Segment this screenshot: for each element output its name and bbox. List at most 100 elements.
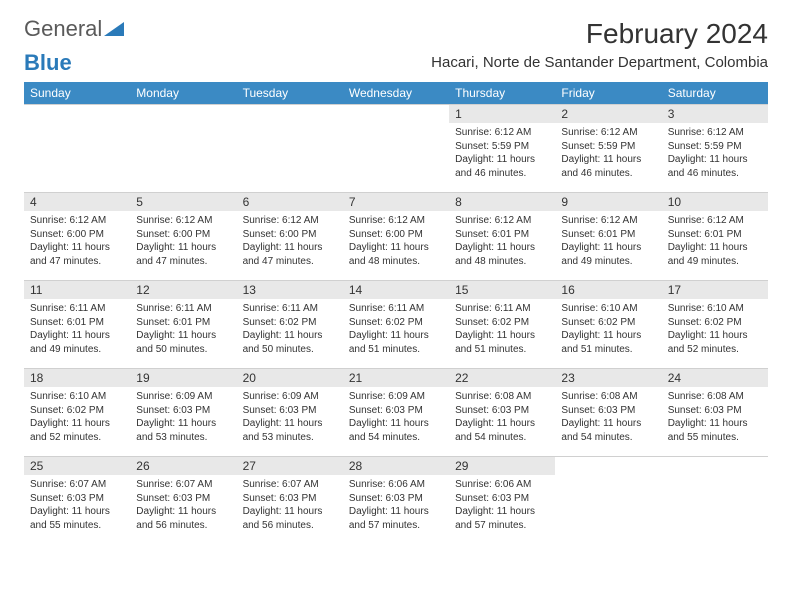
day-number: 20 (237, 368, 343, 387)
month-title: February 2024 (431, 18, 768, 50)
day-number: 24 (662, 368, 768, 387)
logo-text: General Blue (24, 18, 124, 74)
day-number: 23 (555, 368, 661, 387)
day-info: Sunrise: 6:12 AMSunset: 6:00 PMDaylight:… (130, 211, 236, 274)
weekday-header: Monday (130, 82, 236, 104)
day-number: 29 (449, 456, 555, 475)
day-number: 21 (343, 368, 449, 387)
calendar-week-row: 11Sunrise: 6:11 AMSunset: 6:01 PMDayligh… (24, 280, 768, 368)
logo-text-blue: Blue (24, 50, 72, 75)
calendar-cell: 14Sunrise: 6:11 AMSunset: 6:02 PMDayligh… (343, 280, 449, 368)
calendar-cell: 24Sunrise: 6:08 AMSunset: 6:03 PMDayligh… (662, 368, 768, 456)
calendar-week-row: 18Sunrise: 6:10 AMSunset: 6:02 PMDayligh… (24, 368, 768, 456)
day-number: 16 (555, 280, 661, 299)
day-number: 15 (449, 280, 555, 299)
day-info: Sunrise: 6:12 AMSunset: 6:01 PMDaylight:… (449, 211, 555, 274)
day-number: 22 (449, 368, 555, 387)
day-info: Sunrise: 6:08 AMSunset: 6:03 PMDaylight:… (662, 387, 768, 450)
calendar-week-row: 1Sunrise: 6:12 AMSunset: 5:59 PMDaylight… (24, 104, 768, 192)
calendar-cell: 2Sunrise: 6:12 AMSunset: 5:59 PMDaylight… (555, 104, 661, 192)
day-info: Sunrise: 6:12 AMSunset: 6:00 PMDaylight:… (237, 211, 343, 274)
calendar-cell: 18Sunrise: 6:10 AMSunset: 6:02 PMDayligh… (24, 368, 130, 456)
calendar-cell: 16Sunrise: 6:10 AMSunset: 6:02 PMDayligh… (555, 280, 661, 368)
weekday-header: Sunday (24, 82, 130, 104)
day-info: Sunrise: 6:11 AMSunset: 6:01 PMDaylight:… (24, 299, 130, 362)
calendar-cell: 7Sunrise: 6:12 AMSunset: 6:00 PMDaylight… (343, 192, 449, 280)
day-number-empty (24, 104, 130, 122)
day-info: Sunrise: 6:12 AMSunset: 5:59 PMDaylight:… (449, 123, 555, 186)
calendar-cell: 23Sunrise: 6:08 AMSunset: 6:03 PMDayligh… (555, 368, 661, 456)
day-info: Sunrise: 6:11 AMSunset: 6:02 PMDaylight:… (449, 299, 555, 362)
day-number: 18 (24, 368, 130, 387)
day-info: Sunrise: 6:11 AMSunset: 6:01 PMDaylight:… (130, 299, 236, 362)
calendar-cell: 15Sunrise: 6:11 AMSunset: 6:02 PMDayligh… (449, 280, 555, 368)
calendar-cell: 6Sunrise: 6:12 AMSunset: 6:00 PMDaylight… (237, 192, 343, 280)
calendar-cell: 26Sunrise: 6:07 AMSunset: 6:03 PMDayligh… (130, 456, 236, 544)
weekday-row: SundayMondayTuesdayWednesdayThursdayFrid… (24, 82, 768, 104)
weekday-header: Friday (555, 82, 661, 104)
day-number: 26 (130, 456, 236, 475)
day-info: Sunrise: 6:12 AMSunset: 6:00 PMDaylight:… (24, 211, 130, 274)
calendar-cell: 28Sunrise: 6:06 AMSunset: 6:03 PMDayligh… (343, 456, 449, 544)
calendar-head: SundayMondayTuesdayWednesdayThursdayFrid… (24, 82, 768, 104)
day-number: 28 (343, 456, 449, 475)
day-number: 12 (130, 280, 236, 299)
day-info: Sunrise: 6:07 AMSunset: 6:03 PMDaylight:… (24, 475, 130, 538)
logo-text-general: General (24, 16, 102, 41)
calendar-week-row: 25Sunrise: 6:07 AMSunset: 6:03 PMDayligh… (24, 456, 768, 544)
calendar-cell: 5Sunrise: 6:12 AMSunset: 6:00 PMDaylight… (130, 192, 236, 280)
weekday-header: Thursday (449, 82, 555, 104)
calendar-cell: 10Sunrise: 6:12 AMSunset: 6:01 PMDayligh… (662, 192, 768, 280)
calendar-cell: 8Sunrise: 6:12 AMSunset: 6:01 PMDaylight… (449, 192, 555, 280)
day-number: 1 (449, 104, 555, 123)
day-number: 7 (343, 192, 449, 211)
weekday-header: Tuesday (237, 82, 343, 104)
day-number-empty (237, 104, 343, 122)
calendar-cell: 3Sunrise: 6:12 AMSunset: 5:59 PMDaylight… (662, 104, 768, 192)
day-number: 5 (130, 192, 236, 211)
day-info: Sunrise: 6:06 AMSunset: 6:03 PMDaylight:… (343, 475, 449, 538)
day-info: Sunrise: 6:12 AMSunset: 5:59 PMDaylight:… (555, 123, 661, 186)
calendar-cell: 25Sunrise: 6:07 AMSunset: 6:03 PMDayligh… (24, 456, 130, 544)
day-info: Sunrise: 6:09 AMSunset: 6:03 PMDaylight:… (343, 387, 449, 450)
day-info: Sunrise: 6:10 AMSunset: 6:02 PMDaylight:… (662, 299, 768, 362)
weekday-header: Saturday (662, 82, 768, 104)
calendar-cell (343, 104, 449, 192)
day-number: 19 (130, 368, 236, 387)
day-info: Sunrise: 6:12 AMSunset: 5:59 PMDaylight:… (662, 123, 768, 186)
day-number: 4 (24, 192, 130, 211)
title-block: February 2024 Hacari, Norte de Santander… (431, 18, 768, 71)
calendar-cell (130, 104, 236, 192)
calendar-cell: 11Sunrise: 6:11 AMSunset: 6:01 PMDayligh… (24, 280, 130, 368)
day-info: Sunrise: 6:07 AMSunset: 6:03 PMDaylight:… (237, 475, 343, 538)
day-info: Sunrise: 6:11 AMSunset: 6:02 PMDaylight:… (237, 299, 343, 362)
logo: General Blue (24, 18, 124, 74)
calendar-table: SundayMondayTuesdayWednesdayThursdayFrid… (24, 82, 768, 544)
day-info: Sunrise: 6:12 AMSunset: 6:01 PMDaylight:… (555, 211, 661, 274)
calendar-body: 1Sunrise: 6:12 AMSunset: 5:59 PMDaylight… (24, 104, 768, 544)
day-number: 2 (555, 104, 661, 123)
day-number-empty (662, 456, 768, 474)
page-header: General Blue February 2024 Hacari, Norte … (24, 18, 768, 74)
day-number: 8 (449, 192, 555, 211)
day-number: 3 (662, 104, 768, 123)
calendar-cell: 1Sunrise: 6:12 AMSunset: 5:59 PMDaylight… (449, 104, 555, 192)
day-number: 13 (237, 280, 343, 299)
location: Hacari, Norte de Santander Department, C… (431, 54, 768, 71)
day-number-empty (130, 104, 236, 122)
day-info: Sunrise: 6:06 AMSunset: 6:03 PMDaylight:… (449, 475, 555, 538)
calendar-cell: 17Sunrise: 6:10 AMSunset: 6:02 PMDayligh… (662, 280, 768, 368)
day-info: Sunrise: 6:09 AMSunset: 6:03 PMDaylight:… (130, 387, 236, 450)
day-info: Sunrise: 6:12 AMSunset: 6:01 PMDaylight:… (662, 211, 768, 274)
day-info: Sunrise: 6:10 AMSunset: 6:02 PMDaylight:… (555, 299, 661, 362)
logo-triangle-icon (104, 18, 124, 40)
day-number-empty (555, 456, 661, 474)
day-info: Sunrise: 6:08 AMSunset: 6:03 PMDaylight:… (555, 387, 661, 450)
day-number: 10 (662, 192, 768, 211)
calendar-cell (662, 456, 768, 544)
calendar-cell (237, 104, 343, 192)
calendar-cell (555, 456, 661, 544)
calendar-cell: 4Sunrise: 6:12 AMSunset: 6:00 PMDaylight… (24, 192, 130, 280)
day-number: 27 (237, 456, 343, 475)
day-info: Sunrise: 6:10 AMSunset: 6:02 PMDaylight:… (24, 387, 130, 450)
